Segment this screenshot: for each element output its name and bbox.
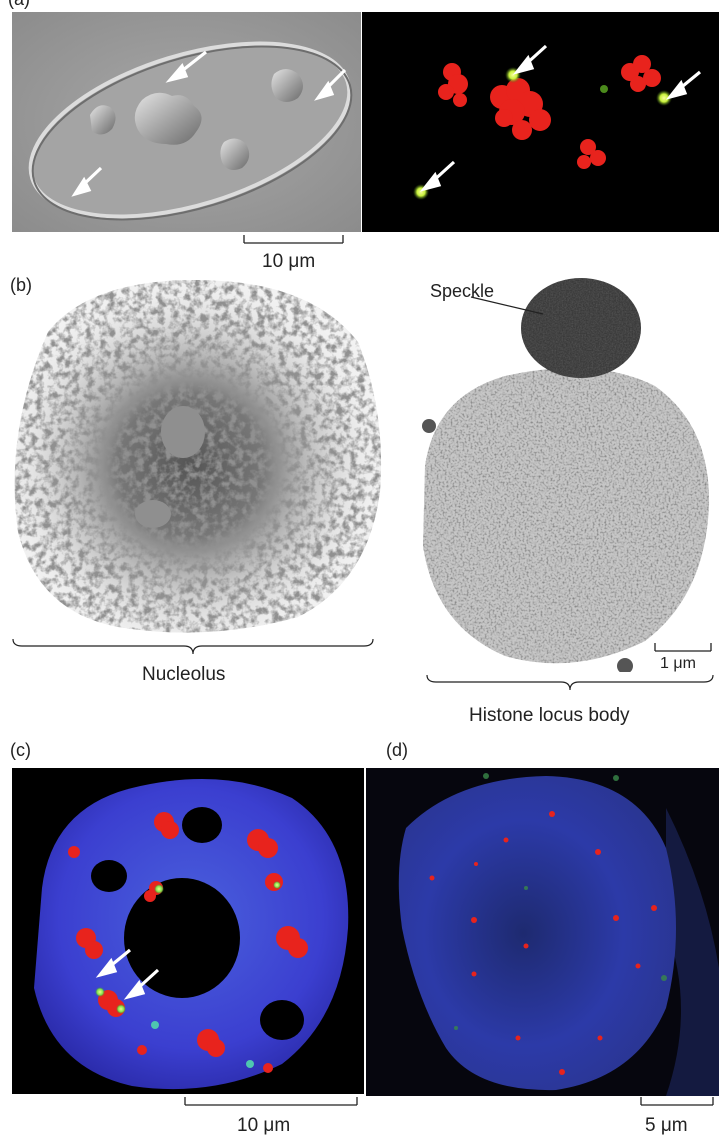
scale-bar-label-c: 10 μm — [237, 1115, 291, 1136]
holes — [91, 807, 304, 1040]
green-body-dots — [95, 881, 281, 1068]
histone-locus-body-brace — [426, 674, 714, 694]
panel-c-fluorescence-image — [12, 768, 364, 1094]
panel-label-d: (d) — [386, 740, 408, 760]
speckle-pointer-line — [470, 296, 544, 315]
panel-b-histone-locus-body-image — [415, 276, 719, 672]
scale-bar-label-a: 10 μm — [262, 251, 316, 272]
scale-bar-b — [654, 642, 712, 652]
nucleolus-label: Nucleolus — [142, 664, 226, 685]
arrow-icons — [71, 50, 347, 197]
scale-bar-a — [243, 234, 344, 244]
panel-label-a: (a) — [8, 0, 30, 8]
scale-bar-label-b: 1 μm — [660, 655, 696, 672]
histone-locus-body-label: Histone locus body — [469, 705, 630, 726]
panel-a-fluorescence-image — [362, 12, 719, 232]
panel-label-b: (b) — [10, 275, 32, 295]
arrow-icons — [95, 948, 160, 1000]
panel-d-fluorescence-image — [366, 768, 719, 1096]
speckle-label: Speckle — [430, 281, 495, 301]
scale-bar-d — [640, 1096, 714, 1106]
chromatin-clusters — [68, 812, 308, 1073]
panel-a-dic-image — [12, 12, 361, 232]
panel-label-c: (c) — [10, 740, 31, 760]
red-foci — [429, 811, 657, 1075]
arrow-icons — [419, 44, 702, 192]
scale-bar-c — [184, 1096, 358, 1106]
green-foci — [454, 773, 667, 1030]
chromatin-clusters — [438, 55, 661, 169]
scale-bar-label-d: 5 μm — [645, 1115, 688, 1136]
nucleolus-brace — [12, 638, 374, 658]
panel-b-nucleolus-image — [8, 272, 388, 644]
nucleus-shapes — [90, 69, 303, 170]
